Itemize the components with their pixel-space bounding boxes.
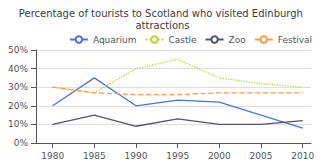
- svg-text:2000: 2000: [208, 151, 231, 161]
- svg-text:1985: 1985: [83, 151, 106, 161]
- svg-text:Castle: Castle: [168, 35, 197, 45]
- svg-text:Aquarium: Aquarium: [93, 35, 137, 45]
- svg-text:1990: 1990: [125, 151, 148, 161]
- svg-text:attractions: attractions: [135, 20, 189, 31]
- svg-text:20%: 20%: [8, 101, 28, 111]
- svg-text:Zoo: Zoo: [229, 35, 247, 45]
- svg-text:1995: 1995: [166, 151, 189, 161]
- svg-text:10%: 10%: [8, 119, 28, 129]
- svg-text:50%: 50%: [8, 45, 28, 55]
- svg-text:40%: 40%: [8, 64, 28, 74]
- svg-text:2010: 2010: [291, 151, 314, 161]
- svg-text:0%: 0%: [14, 138, 29, 148]
- svg-text:2005: 2005: [250, 151, 273, 161]
- svg-text:1980: 1980: [41, 151, 64, 161]
- svg-text:Percentage of tourists to Scot: Percentage of tourists to Scotland who v…: [19, 8, 306, 19]
- svg-text:30%: 30%: [8, 82, 28, 92]
- svg-text:Festival: Festival: [278, 35, 312, 45]
